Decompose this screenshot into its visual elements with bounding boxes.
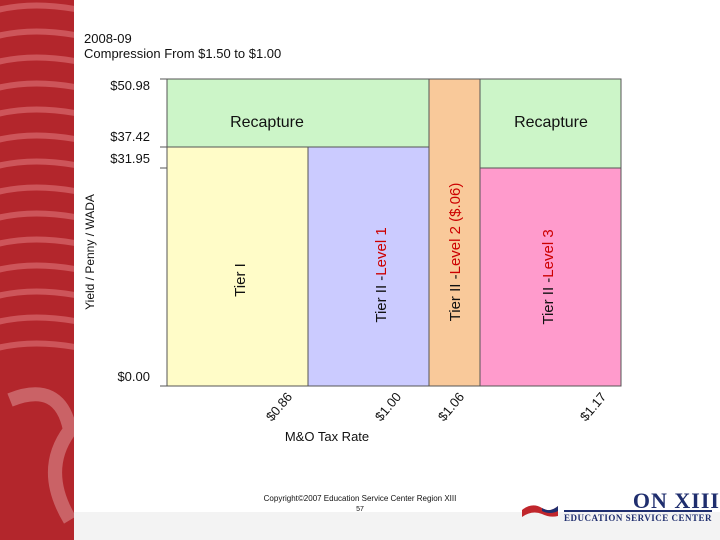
x-tick-label-2: $1.06 (435, 389, 467, 424)
region-tier2-level1 (307, 146, 430, 387)
logo-flag-icon (522, 505, 558, 517)
x-tick-label-0: $0.86 (263, 389, 295, 424)
logo-subtitle: EDUCATION SERVICE CENTER (564, 510, 713, 523)
y-tick-label-1: $37.42 (110, 129, 150, 144)
region-label-tier2-level1-prefix: Tier II - (373, 276, 390, 323)
x-axis-label: M&O Tax Rate (285, 429, 369, 444)
side-band-pattern (0, 2, 74, 524)
y-tick-label-3: $0.00 (117, 369, 150, 384)
header-title: Compression From $1.50 to $1.00 (84, 46, 281, 61)
region-tier2-level3 (479, 167, 622, 387)
esc-logo: ON XIII EDUCATION SERVICE CENTER (520, 488, 720, 528)
region-label-tier2-level2-prefix: Tier II - (447, 274, 464, 321)
recapture-label-left: Recapture (230, 114, 304, 131)
recapture-region-right (479, 78, 622, 169)
slide-area: 2008-09 Compression From $1.50 to $1.00 … (74, 0, 720, 512)
region-label-tier2-level3-suffix: Level 3 (540, 229, 557, 277)
recapture-label-right: Recapture (514, 114, 588, 131)
region-label-tier1: Tier I (232, 263, 249, 297)
recapture-region-left (166, 78, 430, 148)
region-label-tier2-level3: Tier II -Level 3 (540, 229, 557, 324)
region-tier1 (166, 146, 309, 387)
bottom-band (74, 512, 720, 540)
y-axis-label: Yield / Penny / WADA (83, 194, 97, 310)
region-tier2-level2 (428, 78, 481, 387)
y-tick-label-2: $31.95 (110, 151, 150, 166)
page-number: 57 (356, 506, 364, 513)
header-year: 2008-09 (84, 31, 132, 46)
footer-copyright: Copyright©2007 Education Service Center … (263, 494, 457, 503)
region-label-tier2-level1: Tier II -Level 1 (373, 227, 390, 322)
region-label-tier2-level2-suffix: Level 2 ($.06) (447, 183, 464, 275)
x-tick-label-3: $1.17 (577, 389, 609, 424)
x-tick-label-1: $1.00 (372, 389, 404, 424)
y-tick-label-0: $50.98 (110, 78, 150, 93)
region-label-tier2-level3-prefix: Tier II - (540, 278, 557, 325)
decorative-side-band (0, 0, 74, 540)
region-label-tier2-level2: Tier II -Level 2 ($.06) (447, 183, 464, 322)
logo-title: ON XIII (632, 488, 720, 513)
chart: 2008-09 Compression From $1.50 to $1.00 … (83, 31, 622, 444)
region-label-tier2-level1-suffix: Level 1 (373, 227, 390, 275)
